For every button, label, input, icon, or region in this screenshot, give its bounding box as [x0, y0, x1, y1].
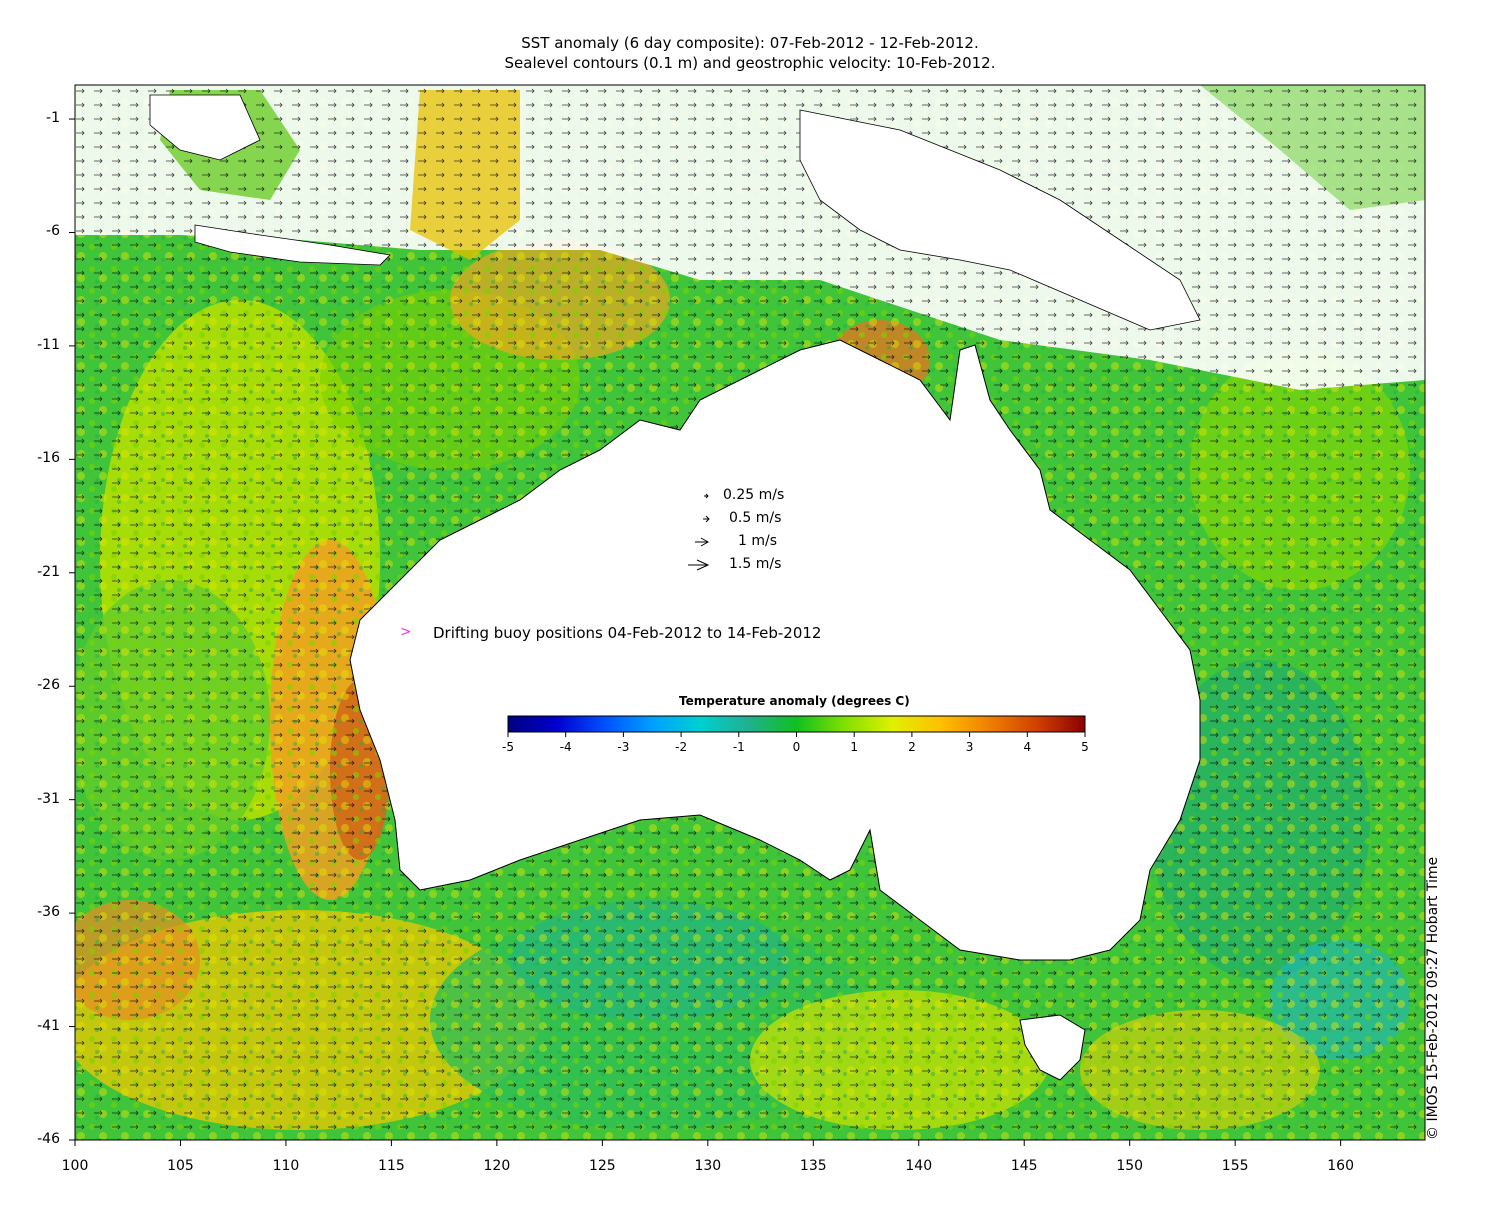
y-tick-label: -31: [37, 790, 60, 807]
title-line-2: Sealevel contours (0.1 m) and geostrophi…: [504, 54, 996, 72]
scale-arrow-1: [695, 537, 710, 547]
sst-field: [75, 85, 1425, 1140]
x-tick-label: 140: [905, 1158, 933, 1174]
y-tick-label: -36: [37, 904, 60, 921]
x-tick-label: 145: [1010, 1158, 1038, 1174]
x-tick-label: 155: [1221, 1158, 1249, 1174]
colorbar-tick-label: -4: [559, 740, 572, 754]
colorbar-ticks: [507, 732, 1086, 737]
colorbar-tick-label: 3: [965, 740, 974, 754]
colorbar-tick-label: 5: [1081, 740, 1089, 754]
scale-label-1-5: 1.5 m/s: [729, 556, 782, 572]
colorbar-tick-label: 1: [850, 740, 858, 754]
x-tick-label: 105: [167, 1158, 194, 1174]
plot-frame: [74, 84, 1426, 1141]
java-landmass: [194, 224, 391, 266]
y-tick-label: -11: [37, 336, 60, 353]
x-tick-label: 120: [483, 1158, 511, 1174]
x-tick-label: 110: [272, 1158, 300, 1174]
y-tick-label: -26: [37, 677, 60, 694]
colorbar-tick-label: 2: [908, 740, 916, 754]
x-tick-label: 115: [378, 1158, 405, 1174]
scale-arrow-0-25: [704, 493, 709, 499]
y-tick-label: -6: [46, 223, 60, 240]
colorbar: [507, 715, 1086, 733]
y-tick-label: -16: [37, 450, 60, 467]
colorbar-tick-label: -2: [675, 740, 688, 754]
buoy-legend-symbol: >: [400, 624, 412, 640]
australia-landmass: [349, 339, 1201, 961]
colorbar-tick-label: -5: [502, 740, 514, 754]
x-tick-label: 150: [1116, 1158, 1144, 1174]
new-guinea-landmass: [799, 109, 1201, 331]
tasmania-landmass: [1019, 1014, 1086, 1081]
colorbar-tick-label: 4: [1023, 740, 1032, 754]
x-tick-label: 125: [588, 1158, 616, 1174]
scale-label-0-5: 0.5 m/s: [729, 510, 782, 526]
scale-arrow-0-5: [703, 515, 710, 523]
x-tick-label: 160: [1327, 1158, 1354, 1174]
imos-credit: © IMOS 15-Feb-2012 09:27 Hobart Time: [1425, 856, 1441, 1140]
scale-arrow-1-5: [688, 559, 710, 571]
title-line-1: SST anomaly (6 day composite): 07-Feb-20…: [521, 34, 979, 52]
y-tick-label: -21: [37, 563, 60, 580]
x-tick-label: 130: [694, 1158, 722, 1174]
colorbar-tick-label: -1: [732, 740, 745, 754]
y-tick-label: -41: [37, 1017, 60, 1034]
x-tick-label: 135: [799, 1158, 827, 1174]
scale-label-1: 1 m/s: [738, 533, 778, 549]
borneo-landmass: [149, 94, 261, 161]
axis-ticks: [69, 118, 1342, 1146]
x-tick-label: 100: [61, 1158, 89, 1174]
y-tick-label: -1: [46, 110, 60, 127]
colorbar-tick-label: -3: [617, 740, 630, 754]
buoy-legend-label: Drifting buoy positions 04-Feb-2012 to 1…: [433, 624, 822, 642]
velocity-scale-arrows: [688, 493, 710, 571]
y-tick-label: -46: [37, 1131, 60, 1147]
colorbar-tick-label: 0: [792, 740, 801, 754]
scale-label-0-25: 0.25 m/s: [723, 487, 785, 503]
colorbar-title: Temperature anomaly (degrees C): [679, 694, 910, 708]
